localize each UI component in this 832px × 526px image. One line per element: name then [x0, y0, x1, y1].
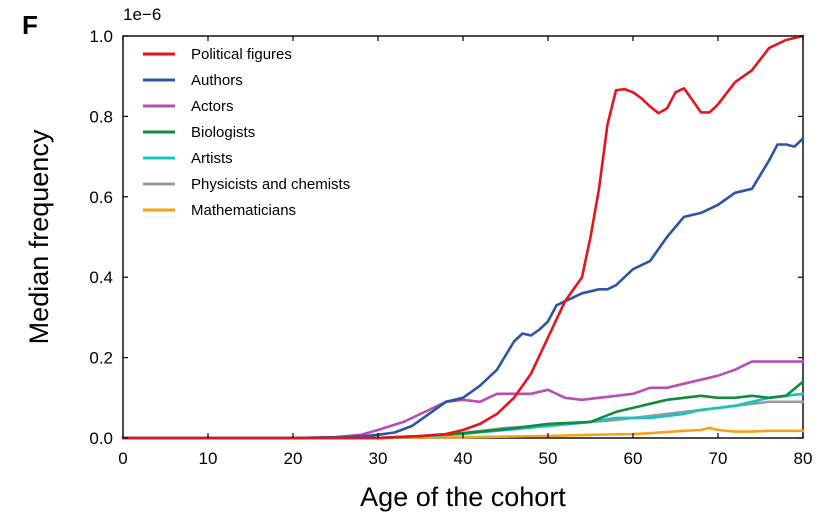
- x-axis-label: Age of the cohort: [360, 482, 566, 512]
- x-tick-label: 10: [199, 449, 218, 468]
- legend-label: Artists: [191, 150, 233, 167]
- y-scale-note: 1e−6: [123, 5, 161, 24]
- plot-area: 0 10 20 30 40 50 60 70 80 0.0 0.2 0.4 0.6 0.8 1.0: [89, 27, 812, 468]
- y-tick-label: 1.0: [89, 27, 113, 46]
- series-line-authors: [121, 137, 805, 440]
- series-line-mathematicians: [121, 426, 805, 440]
- y-axis-label: Median frequency: [24, 129, 54, 344]
- y-tick-label: 0.2: [89, 349, 113, 368]
- legend-label: Biologists: [191, 124, 255, 141]
- x-tick-label: 40: [454, 449, 473, 468]
- y-tick-label: 0.6: [89, 188, 113, 207]
- legend-label: Physicists and chemists: [191, 176, 350, 193]
- plot-frame: [122, 35, 804, 439]
- y-tick-label: 0.4: [89, 268, 113, 287]
- x-tick-label: 50: [539, 449, 558, 468]
- series-layer: [121, 34, 805, 440]
- legend: Political figures Authors Actors Biologists…: [143, 46, 350, 219]
- x-tick-label: 80: [794, 449, 813, 468]
- panel-letter: F: [22, 10, 38, 40]
- y-tick-label: 0.8: [89, 107, 113, 126]
- legend-label: Political figures: [191, 46, 292, 63]
- y-tick-label: 0.0: [89, 429, 113, 448]
- series-line-political-figures: [121, 34, 805, 440]
- series-line-actors: [121, 360, 805, 440]
- x-tick-label: 70: [709, 449, 728, 468]
- x-tick-label: 0: [118, 449, 127, 468]
- legend-label: Actors: [191, 98, 234, 115]
- legend-label: Authors: [191, 72, 243, 89]
- x-tick-label: 20: [284, 449, 303, 468]
- legend-label: Mathematicians: [191, 202, 296, 219]
- ticks-layer: 0 10 20 30 40 50 60 70 80 0.0 0.2 0.4 0.6 0.8 1.0: [89, 27, 812, 468]
- x-tick-label: 30: [369, 449, 388, 468]
- x-tick-label: 60: [624, 449, 643, 468]
